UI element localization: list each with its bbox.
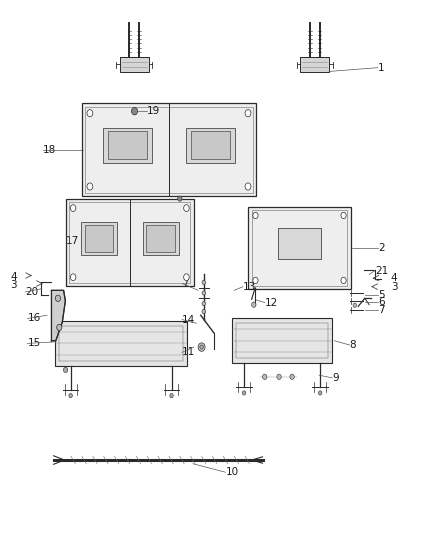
- Circle shape: [253, 212, 258, 219]
- Bar: [232, 318, 332, 364]
- Bar: [143, 222, 179, 255]
- Text: 16: 16: [28, 313, 41, 324]
- Text: 18: 18: [43, 145, 56, 155]
- Circle shape: [200, 345, 203, 349]
- Bar: [108, 131, 147, 159]
- Circle shape: [184, 274, 189, 280]
- Text: 6: 6: [378, 297, 385, 307]
- Bar: [66, 199, 194, 286]
- Circle shape: [252, 302, 256, 308]
- Bar: [103, 127, 152, 163]
- Circle shape: [318, 391, 322, 395]
- Bar: [300, 57, 329, 72]
- Text: 4: 4: [10, 272, 17, 282]
- Bar: [252, 210, 347, 286]
- Text: 3: 3: [10, 280, 17, 290]
- Bar: [120, 57, 149, 72]
- Circle shape: [341, 277, 346, 284]
- Circle shape: [57, 324, 62, 330]
- Text: 19: 19: [147, 106, 160, 116]
- Text: 11: 11: [182, 348, 195, 358]
- Circle shape: [242, 391, 246, 395]
- Text: 7: 7: [378, 305, 385, 315]
- Bar: [278, 228, 321, 260]
- Text: 17: 17: [66, 236, 79, 246]
- Bar: [191, 131, 230, 159]
- Circle shape: [202, 280, 205, 285]
- Circle shape: [253, 277, 258, 284]
- Circle shape: [245, 183, 251, 190]
- Circle shape: [202, 310, 205, 314]
- Text: 7: 7: [182, 278, 189, 288]
- Bar: [186, 127, 235, 163]
- Circle shape: [202, 291, 205, 295]
- Circle shape: [178, 196, 182, 201]
- Text: 8: 8: [350, 340, 356, 350]
- Circle shape: [341, 212, 346, 219]
- Text: 2: 2: [378, 243, 385, 253]
- Text: 10: 10: [226, 467, 239, 477]
- Circle shape: [87, 110, 93, 117]
- Circle shape: [290, 374, 294, 379]
- Circle shape: [277, 374, 281, 379]
- Circle shape: [198, 343, 205, 351]
- Text: 15: 15: [28, 338, 41, 349]
- Bar: [55, 321, 187, 366]
- Circle shape: [202, 302, 205, 306]
- Circle shape: [55, 295, 60, 302]
- Bar: [248, 207, 351, 289]
- Text: 14: 14: [182, 314, 195, 325]
- Text: 4: 4: [391, 273, 398, 283]
- Circle shape: [131, 108, 138, 115]
- Bar: [59, 326, 183, 361]
- Bar: [82, 103, 256, 196]
- Bar: [237, 324, 328, 358]
- Circle shape: [184, 205, 189, 212]
- Text: 3: 3: [391, 281, 398, 292]
- Text: 12: 12: [265, 297, 278, 308]
- Text: 5: 5: [378, 289, 385, 300]
- Circle shape: [69, 393, 72, 398]
- Circle shape: [262, 374, 267, 379]
- Text: 1: 1: [378, 63, 385, 72]
- Circle shape: [64, 367, 68, 373]
- Polygon shape: [51, 290, 65, 341]
- Circle shape: [245, 110, 251, 117]
- Text: 20: 20: [25, 287, 39, 297]
- Bar: [81, 222, 117, 255]
- Circle shape: [87, 183, 93, 190]
- Text: 9: 9: [332, 373, 339, 383]
- Circle shape: [71, 205, 76, 212]
- Text: 21: 21: [375, 266, 388, 276]
- Bar: [69, 202, 191, 283]
- Circle shape: [71, 274, 76, 280]
- Bar: [85, 225, 113, 252]
- Bar: [85, 107, 253, 193]
- Circle shape: [170, 393, 173, 398]
- Bar: [146, 225, 175, 252]
- Text: 13: 13: [243, 281, 256, 292]
- Circle shape: [353, 303, 357, 308]
